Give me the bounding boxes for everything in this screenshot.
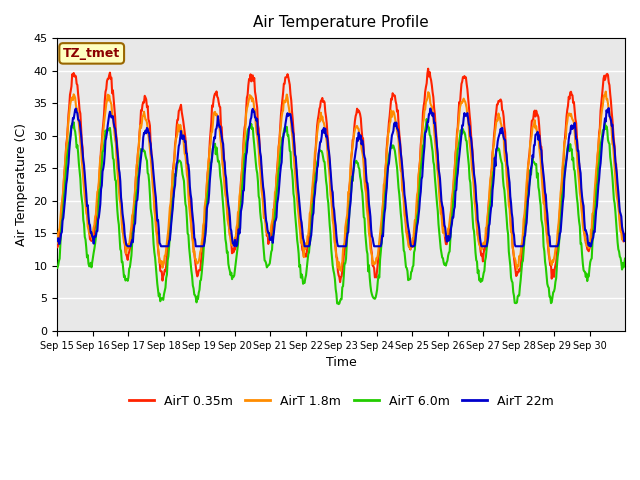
Text: TZ_tmet: TZ_tmet — [63, 47, 120, 60]
X-axis label: Time: Time — [326, 356, 356, 369]
Title: Air Temperature Profile: Air Temperature Profile — [253, 15, 429, 30]
Y-axis label: Air Temperature (C): Air Temperature (C) — [15, 123, 28, 246]
Legend: AirT 0.35m, AirT 1.8m, AirT 6.0m, AirT 22m: AirT 0.35m, AirT 1.8m, AirT 6.0m, AirT 2… — [124, 390, 559, 413]
